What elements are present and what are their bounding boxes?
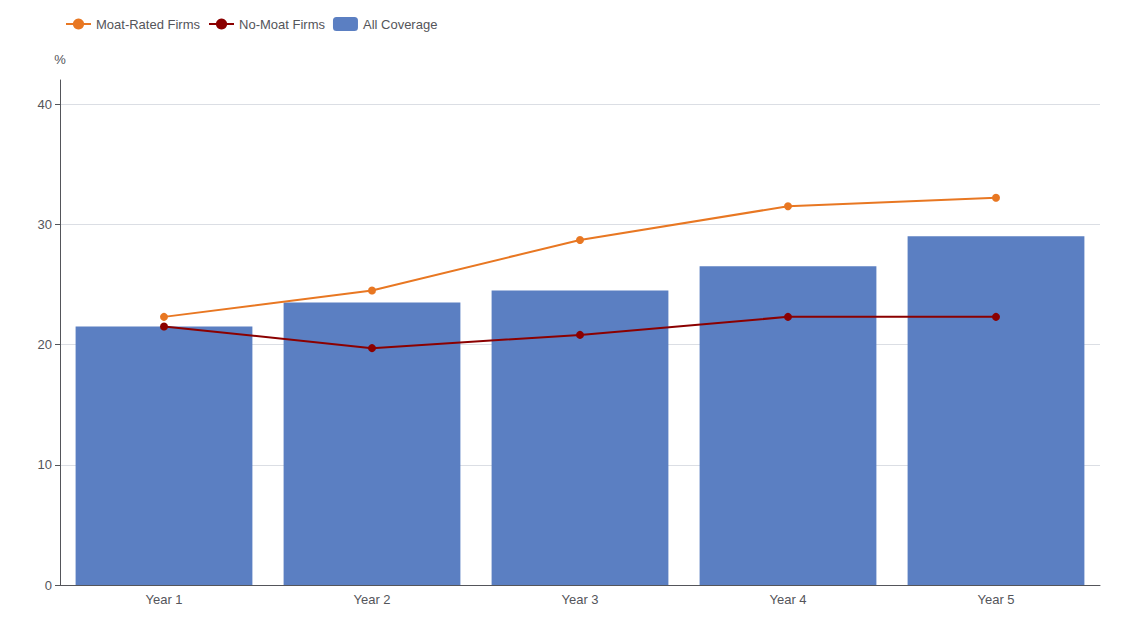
svg-text:No-Moat Firms: No-Moat Firms (239, 17, 325, 32)
svg-text:%: % (54, 52, 66, 67)
svg-text:Year 1: Year 1 (145, 592, 182, 607)
svg-text:20: 20 (38, 337, 52, 352)
svg-text:30: 30 (38, 217, 52, 232)
svg-text:Moat-Rated Firms: Moat-Rated Firms (96, 17, 201, 32)
svg-text:40: 40 (38, 97, 52, 112)
svg-text:Year 2: Year 2 (353, 592, 390, 607)
svg-text:10: 10 (38, 457, 52, 472)
svg-text:All Coverage: All Coverage (363, 17, 437, 32)
svg-text:Year 5: Year 5 (977, 592, 1014, 607)
svg-text:Year 4: Year 4 (769, 592, 806, 607)
svg-text:0: 0 (45, 578, 52, 593)
svg-text:Year 3: Year 3 (561, 592, 598, 607)
